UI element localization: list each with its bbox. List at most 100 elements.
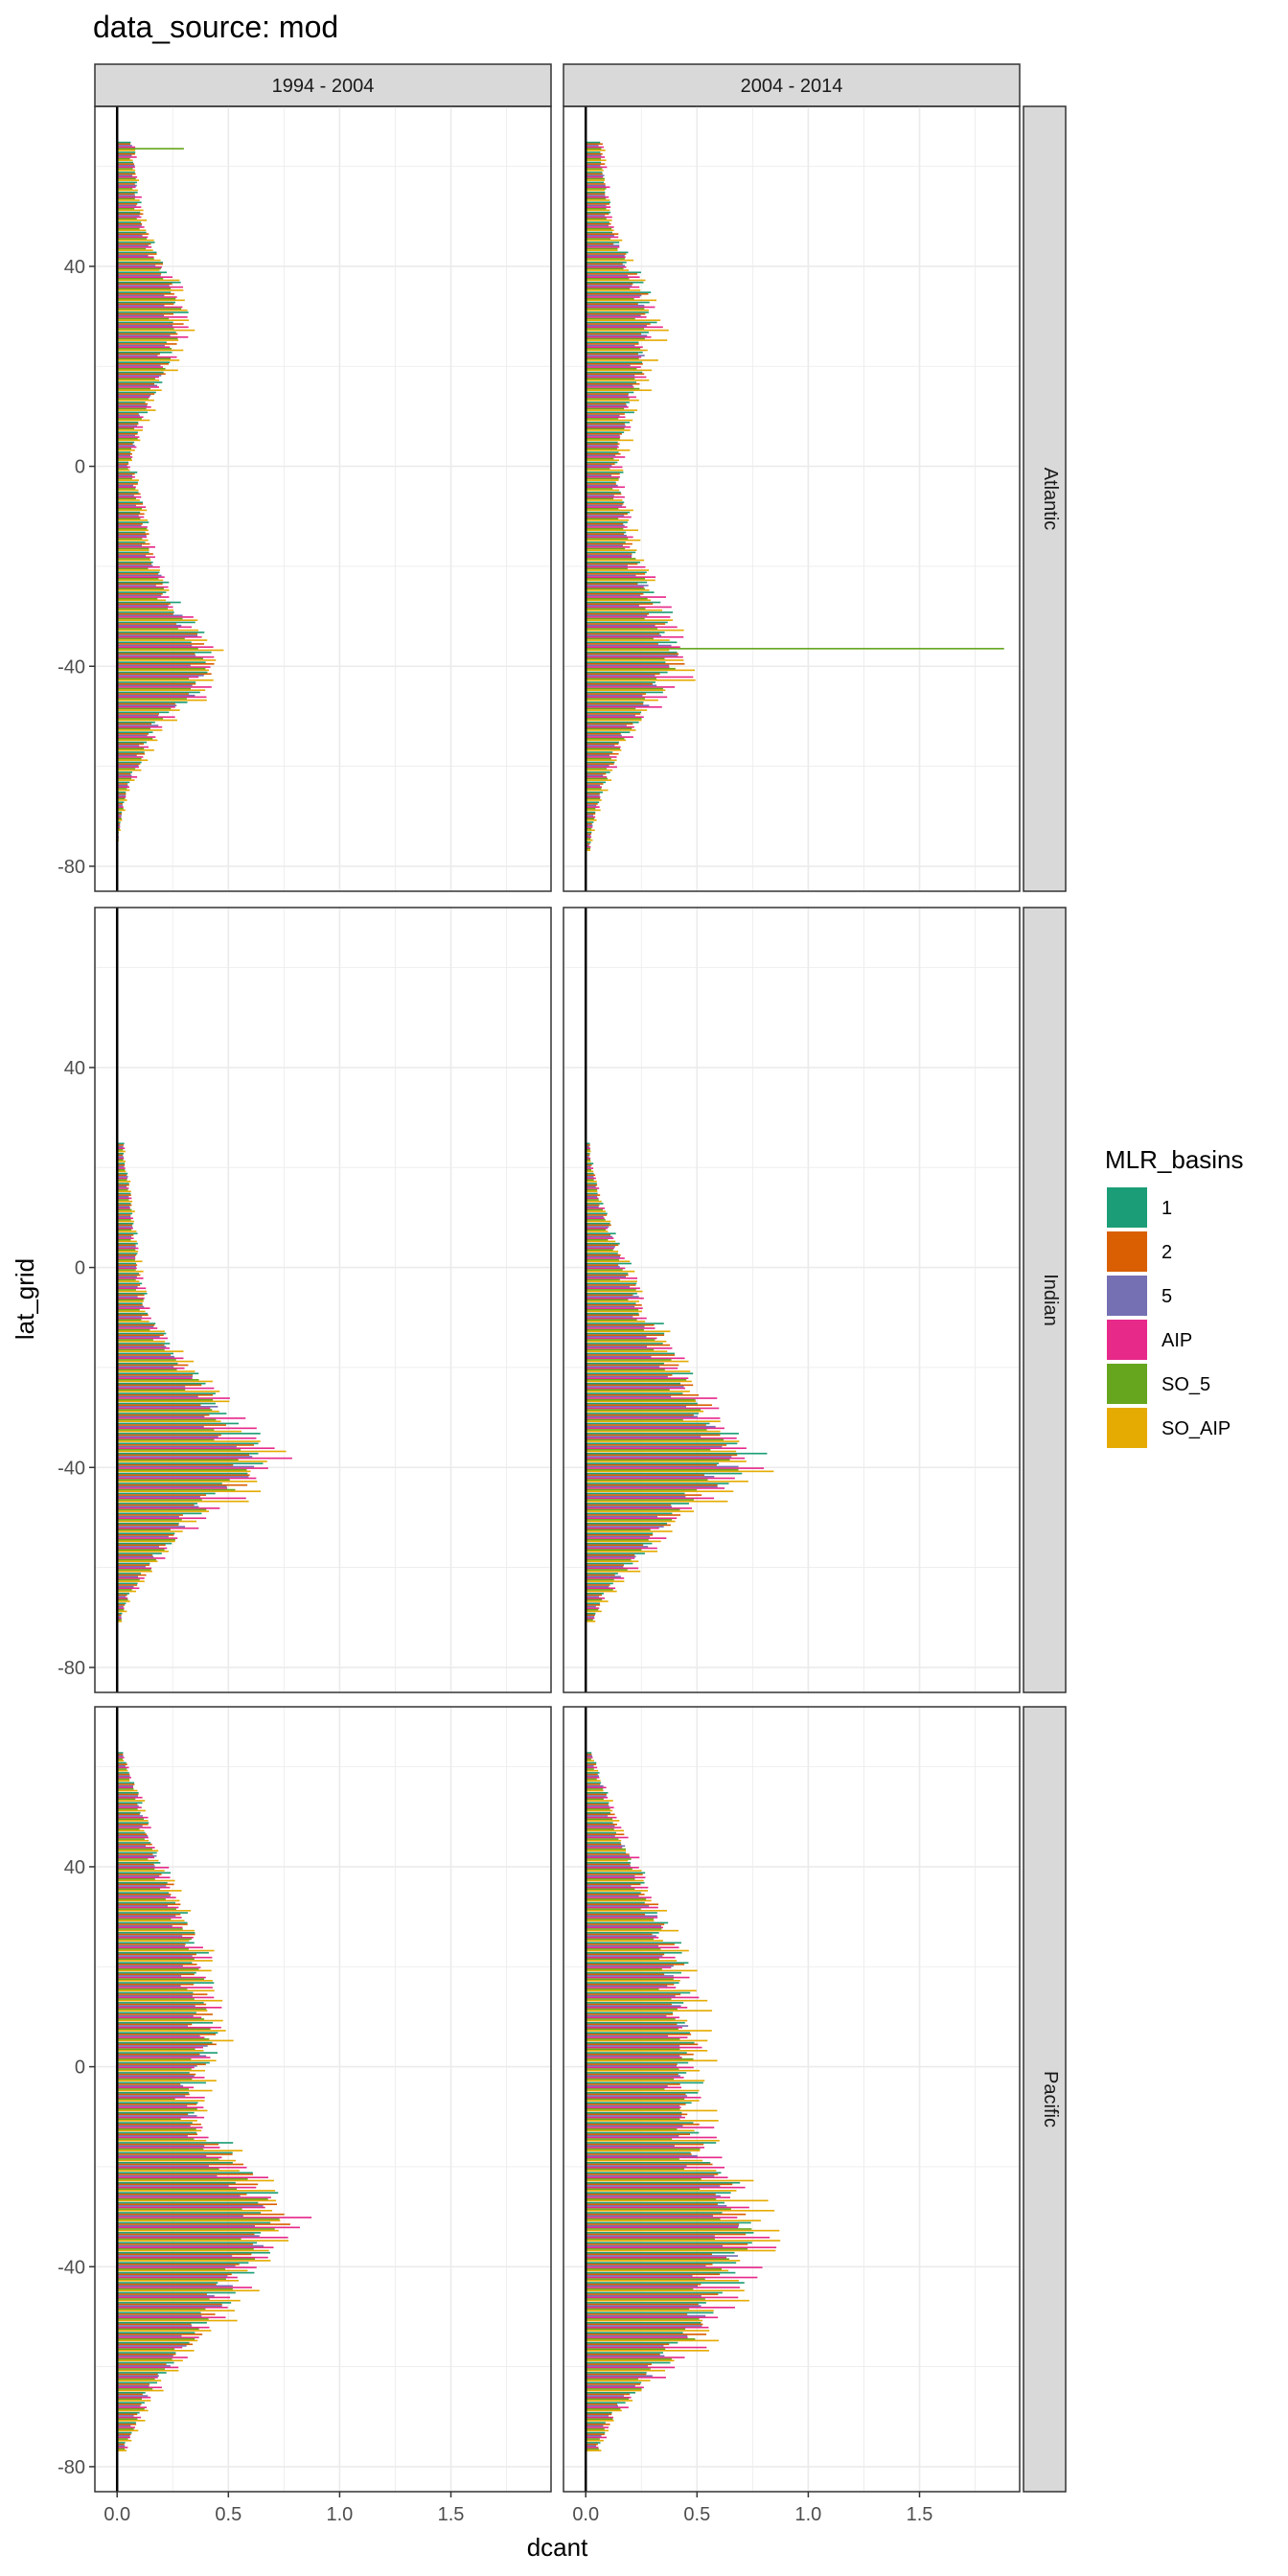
bar	[117, 1976, 206, 1979]
bar	[117, 2448, 126, 2450]
bar	[117, 763, 141, 765]
bar	[586, 2312, 714, 2314]
bar	[117, 1183, 129, 1184]
bar	[117, 1874, 162, 1875]
panel-border	[94, 1706, 552, 2493]
bar	[117, 2158, 219, 2160]
bar	[586, 1589, 613, 1591]
bar	[117, 488, 136, 490]
bar	[117, 2439, 132, 2442]
bar	[586, 1786, 607, 1789]
bar	[586, 2389, 642, 2392]
bar	[586, 206, 611, 208]
bar	[117, 1811, 141, 1814]
bar	[586, 641, 678, 644]
bar	[117, 1938, 192, 1941]
bar	[586, 1578, 614, 1581]
bar	[117, 2069, 206, 2072]
bar	[117, 1520, 196, 1523]
bar	[586, 1400, 697, 1403]
bar	[586, 1870, 642, 1872]
bar	[586, 1224, 611, 1227]
bar	[586, 2003, 672, 2006]
bar	[117, 1400, 230, 1403]
bar	[117, 234, 143, 237]
bar	[586, 2181, 741, 2184]
bar	[117, 326, 189, 329]
bar	[586, 1454, 738, 1457]
bar	[117, 2115, 197, 2117]
bar	[586, 414, 620, 417]
bar	[117, 774, 132, 777]
bar	[586, 2240, 781, 2242]
bar	[586, 2238, 715, 2241]
bar	[586, 1958, 659, 1961]
bar	[117, 599, 166, 602]
bar	[117, 2263, 240, 2266]
bar	[586, 2039, 708, 2042]
bar	[586, 1550, 658, 1552]
bar	[586, 2366, 676, 2369]
bar	[586, 2278, 705, 2280]
bar	[117, 1375, 193, 1378]
bar	[586, 2104, 686, 2105]
bar	[586, 221, 610, 223]
bar	[117, 2136, 209, 2139]
bar	[586, 495, 625, 498]
bar	[586, 1447, 747, 1450]
bar	[586, 2150, 701, 2151]
bar	[586, 839, 593, 841]
bar	[586, 1963, 685, 1966]
bar	[586, 2427, 605, 2430]
bar	[117, 1600, 130, 1602]
bar	[586, 1938, 655, 1941]
bar	[586, 1409, 702, 1411]
bar	[117, 817, 122, 820]
bar	[586, 2174, 715, 2177]
bar	[117, 1308, 140, 1311]
bar	[586, 2391, 636, 2394]
bar	[117, 166, 135, 169]
bar	[117, 713, 160, 715]
bar	[117, 2143, 219, 2146]
bar	[586, 314, 641, 317]
bar	[117, 1988, 188, 1990]
bar	[586, 294, 642, 297]
bar	[586, 2319, 703, 2322]
bar	[117, 1145, 124, 1148]
bar	[586, 251, 629, 254]
bar	[117, 386, 159, 388]
bar	[586, 2294, 702, 2297]
bar	[586, 1991, 691, 1994]
bar	[586, 2253, 712, 2256]
bar	[117, 188, 133, 190]
bar	[117, 1372, 199, 1375]
bar	[117, 341, 167, 344]
bar	[586, 1540, 661, 1543]
bar	[117, 626, 193, 629]
bar	[586, 2006, 688, 2009]
bar	[117, 2426, 135, 2428]
bar	[117, 655, 196, 656]
bar	[117, 617, 183, 620]
bar	[117, 2213, 285, 2216]
bar	[586, 1544, 644, 1547]
bar	[586, 146, 605, 149]
bar	[586, 413, 625, 415]
bar	[586, 1537, 667, 1539]
bar	[117, 705, 175, 708]
bar	[586, 2434, 602, 2437]
bar	[117, 1440, 261, 1442]
bar	[117, 1979, 213, 1982]
bar	[586, 2005, 681, 2007]
bar	[117, 1782, 135, 1784]
bar	[586, 2159, 703, 2162]
bar	[586, 256, 626, 259]
bar	[586, 1142, 590, 1145]
bar	[117, 1462, 264, 1464]
bar	[586, 150, 606, 151]
bar	[117, 724, 159, 726]
bar	[586, 745, 615, 747]
bar	[586, 1866, 639, 1869]
bar	[586, 2072, 687, 2074]
